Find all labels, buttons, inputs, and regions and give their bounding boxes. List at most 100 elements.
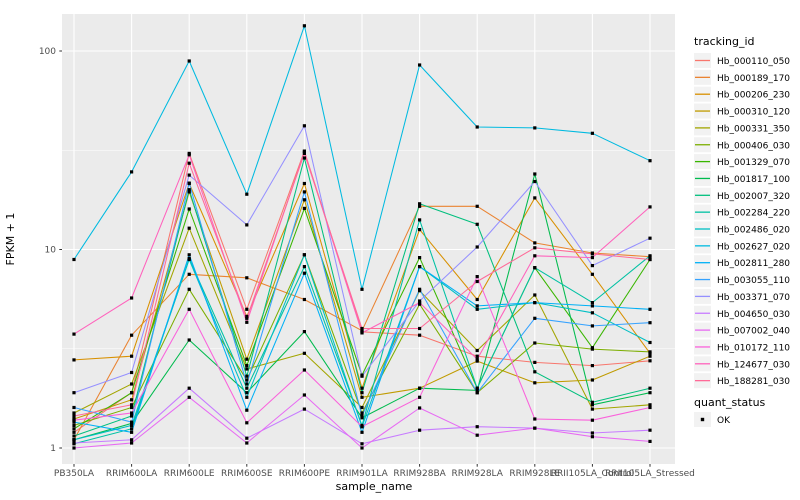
data-point: [590, 272, 594, 276]
legend-item: Hb_002627_020: [694, 238, 790, 254]
data-point: [130, 414, 134, 418]
data-point: [360, 405, 364, 410]
data-point: [72, 427, 76, 431]
data-point: [475, 348, 479, 353]
data-point: [590, 304, 594, 308]
data-point: [475, 222, 479, 226]
data-point: [187, 161, 191, 165]
data-point: [590, 364, 594, 368]
data-point: [360, 416, 364, 420]
data-point: [302, 368, 306, 372]
data-point: [245, 395, 249, 399]
data-point: [648, 236, 652, 240]
data-point: [187, 207, 191, 211]
data-point: [590, 311, 594, 315]
data-point: [187, 287, 191, 291]
data-point: [475, 433, 479, 437]
data-point: [533, 179, 537, 184]
data-point: [187, 338, 191, 342]
data-point: [533, 316, 537, 320]
legend-item-label: Hb_010172_110: [717, 343, 790, 353]
data-point: [187, 253, 191, 257]
legend-item: Hb_000189_170: [694, 69, 790, 85]
data-point: [533, 301, 537, 305]
data-point: [418, 204, 422, 208]
data-point: [475, 245, 479, 249]
legend-item: Hb_004650_030: [694, 305, 790, 321]
data-point: [418, 202, 422, 206]
data-point: [302, 24, 306, 28]
data-point: [245, 367, 249, 371]
data-point: [302, 351, 306, 355]
data-point: [360, 442, 364, 446]
x-tick-label: RRIM600SE: [221, 469, 273, 479]
legend-item-label: Hb_000310_120: [717, 108, 790, 118]
data-point: [130, 391, 134, 395]
data-point: [648, 159, 652, 163]
data-point: [533, 370, 537, 374]
data-point: [533, 341, 537, 345]
data-point: [648, 359, 652, 363]
data-point: [418, 428, 422, 432]
data-point: [245, 316, 249, 320]
data-point: [245, 276, 249, 280]
data-point: [187, 272, 191, 276]
legend-item-label: Hb_000189_170: [717, 74, 790, 84]
data-point: [533, 241, 537, 245]
data-point: [245, 441, 249, 445]
data-point: [648, 386, 652, 390]
legend-item-label: Hb_003055_110: [717, 276, 790, 286]
data-point: [245, 386, 249, 390]
data-point: [648, 350, 652, 354]
legend-item-label: OK: [717, 416, 731, 426]
data-point: [245, 374, 249, 378]
data-point: [245, 364, 249, 368]
legend-item: Hb_002486_020: [694, 221, 790, 237]
data-point: [475, 391, 479, 395]
data-point: [130, 354, 134, 358]
data-point: [590, 378, 594, 382]
legend-item-label: Hb_124677_030: [717, 360, 790, 370]
data-point: [590, 418, 594, 422]
data-point: [533, 126, 537, 130]
data-point: [590, 252, 594, 256]
y-tick-label: 10: [45, 246, 57, 256]
data-point: [187, 257, 191, 262]
data-point: [590, 131, 594, 135]
data-point: [418, 395, 422, 399]
data-point: [187, 190, 191, 194]
data-point: [187, 395, 191, 399]
data-point: [360, 326, 364, 331]
x-tick-label: RRIM600LA: [106, 469, 158, 479]
data-point: [475, 297, 479, 302]
y-axis-title: FPKM + 1: [4, 213, 17, 266]
data-point: [245, 223, 249, 227]
data-point: [360, 411, 364, 415]
data-point: [418, 287, 422, 291]
data-point: [590, 435, 594, 439]
data-point: [360, 430, 364, 434]
data-point: [648, 354, 652, 358]
data-point: [360, 287, 364, 291]
data-point: [130, 430, 134, 434]
data-point: [360, 386, 364, 390]
legend-title-quant-status: quant_status: [694, 396, 766, 409]
legend-item-label: Hb_000406_030: [717, 141, 790, 151]
data-point: [590, 400, 594, 404]
data-point: [360, 391, 364, 395]
data-point: [187, 226, 191, 230]
data-point: [72, 430, 76, 434]
data-point: [475, 359, 479, 363]
data-point: [130, 423, 134, 427]
data-point: [302, 393, 306, 397]
legend-item-label: Hb_002811_280: [717, 259, 790, 269]
data-point: [533, 381, 537, 385]
legend-item-label: Hb_000110_050: [717, 57, 790, 67]
data-point: [187, 307, 191, 311]
data-point: [590, 324, 594, 328]
legend-item: Hb_002811_280: [694, 255, 790, 271]
data-point: [245, 357, 249, 361]
data-point: [302, 151, 306, 155]
